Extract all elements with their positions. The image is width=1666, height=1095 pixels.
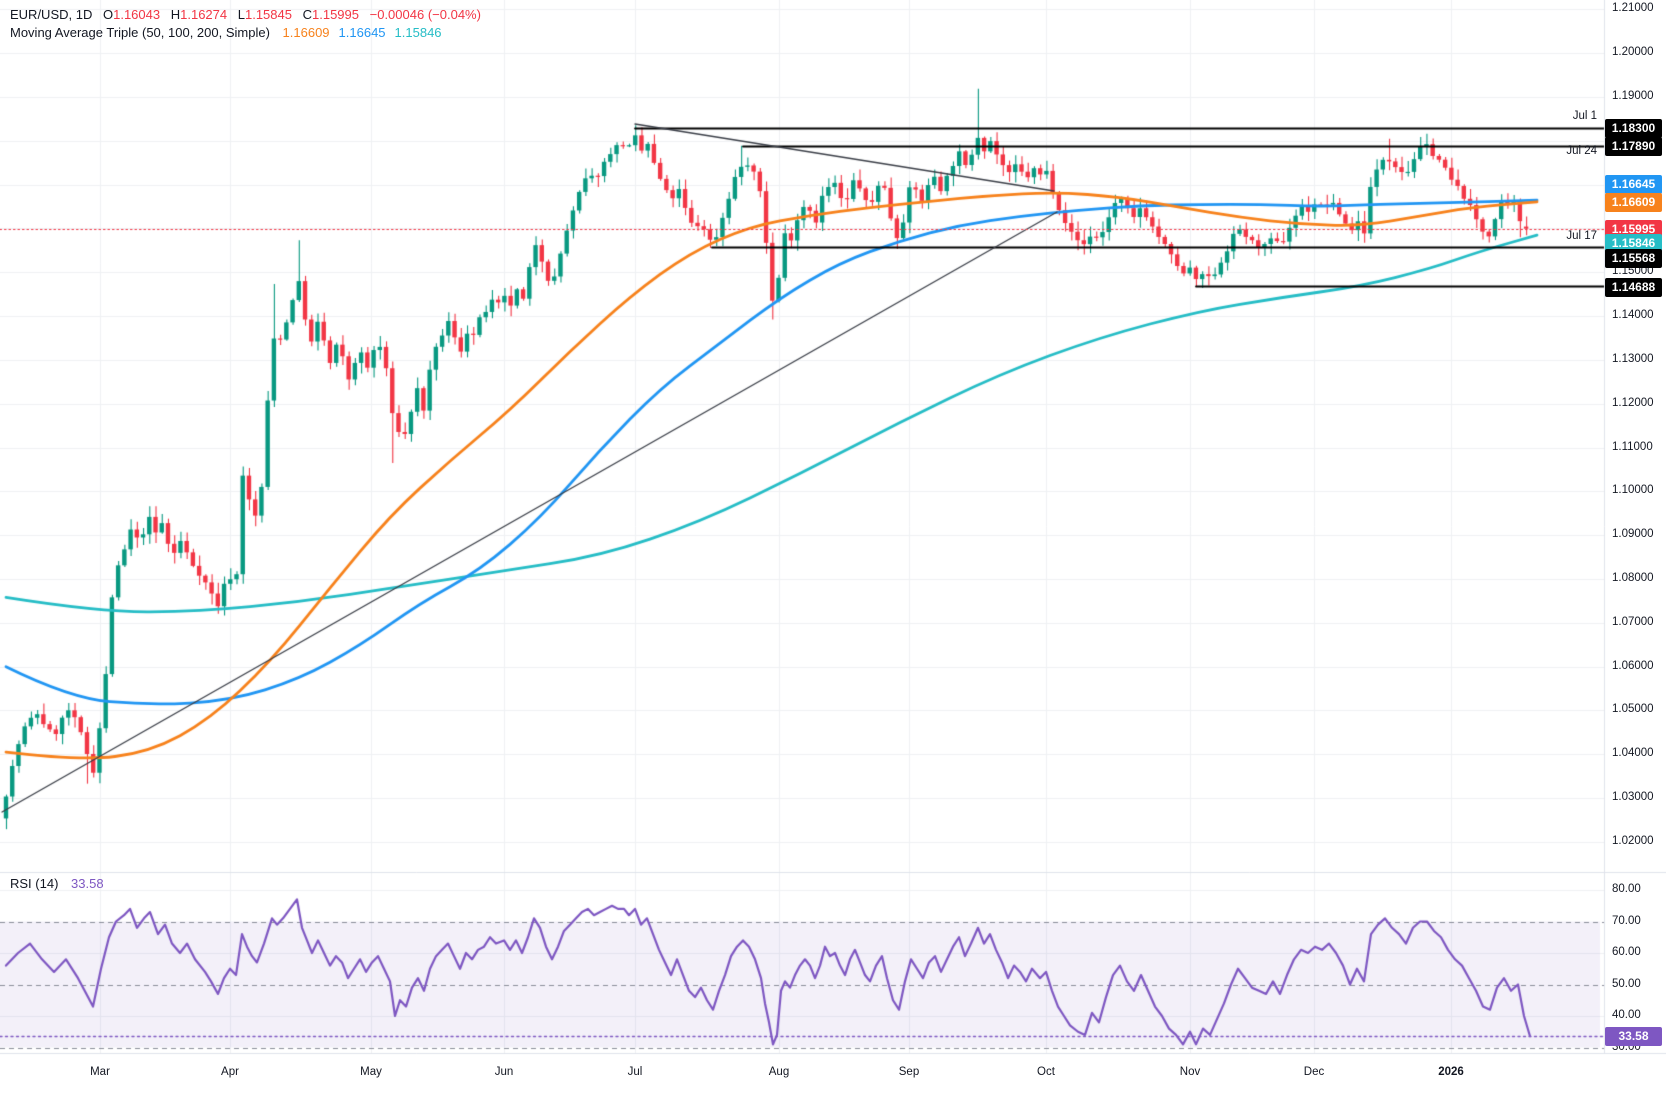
time-label: Nov <box>1179 1066 1201 1078</box>
price-badge: 1.18300 <box>1605 118 1662 138</box>
price-badge: 1.15568 <box>1605 248 1662 268</box>
date-label: Jul 24 <box>1566 145 1597 157</box>
chart-legend: EUR/USD, 1D O1.16043 H1.16274 L1.15845 C… <box>10 6 481 42</box>
price-tick-label: 1.21000 <box>1612 2 1654 15</box>
price-tick-label: 1.08000 <box>1612 572 1654 585</box>
indicator-row: Moving Average Triple (50, 100, 200, Sim… <box>10 24 481 42</box>
time-label: May <box>360 1066 382 1078</box>
high-value: 1.16274 <box>180 7 228 22</box>
low-key: L <box>237 7 245 22</box>
ma-values: 1.16609 1.16645 1.15846 <box>274 25 442 40</box>
change-value: −0.00046 (−0.04%) <box>369 7 481 22</box>
price-tick-label: 1.12000 <box>1612 396 1654 409</box>
close-value: 1.15995 <box>312 7 359 22</box>
date-label: Jul 1 <box>1572 110 1597 122</box>
rsi-tick-label: 70.00 <box>1612 914 1641 927</box>
time-label: Dec <box>1303 1066 1325 1078</box>
price-tick-label: 1.02000 <box>1612 834 1654 847</box>
low-value: 1.15845 <box>244 7 292 22</box>
close-key: C <box>302 7 312 22</box>
date-label: Jul 17 <box>1566 230 1597 242</box>
open-value: 1.16043 <box>113 7 161 22</box>
rsi-indicator-label: RSI (14) <box>10 876 59 891</box>
price-tick-label: 1.07000 <box>1612 615 1654 628</box>
time-label: Sep <box>898 1066 920 1078</box>
rsi-tick-label: 50.00 <box>1612 977 1641 990</box>
price-tick-label: 1.15000 <box>1612 265 1654 278</box>
price-tick-label: 1.11000 <box>1612 440 1653 453</box>
price-badge: 1.16645 <box>1605 174 1662 194</box>
ma-indicator-label: Moving Average Triple (50, 100, 200, Sim… <box>10 25 270 40</box>
price-tick-label: 1.10000 <box>1612 484 1654 497</box>
price-tick-label: 1.09000 <box>1612 528 1654 541</box>
symbol-title[interactable]: EUR/USD, 1D <box>10 7 93 22</box>
time-label: Jul <box>627 1066 643 1078</box>
price-tick-label: 1.14000 <box>1612 309 1654 322</box>
price-badge: 1.14688 <box>1605 277 1662 297</box>
symbol-ohlc-row: EUR/USD, 1D O1.16043 H1.16274 L1.15845 C… <box>10 6 481 24</box>
time-label: 2026 <box>1438 1066 1464 1078</box>
price-tick-label: 1.19000 <box>1612 90 1654 102</box>
rsi-tick-label: 80.00 <box>1612 883 1641 895</box>
price-tick-label: 1.04000 <box>1612 747 1654 760</box>
time-label: Mar <box>90 1066 110 1078</box>
ma-value: 1.15846 <box>394 25 442 40</box>
price-badge: 1.16609 <box>1605 192 1662 212</box>
ma-value: 1.16645 <box>338 25 386 40</box>
rsi-value: 33.58 <box>71 876 104 891</box>
price-tick-label: 1.03000 <box>1612 791 1654 804</box>
price-tick-label: 1.13000 <box>1612 352 1654 365</box>
price-badge: 1.15846 <box>1605 233 1662 253</box>
price-tick-label: 1.05000 <box>1612 703 1654 716</box>
high-key: H <box>170 7 181 22</box>
time-label: Apr <box>221 1066 239 1078</box>
rsi-badge: 33.58 <box>1605 1026 1662 1046</box>
open-key: O <box>102 7 114 22</box>
ma-value: 1.16609 <box>282 25 330 40</box>
rsi-tick-label: 40.00 <box>1612 1009 1641 1021</box>
price-tick-label: 1.06000 <box>1612 659 1654 672</box>
price-tick-label: 1.20000 <box>1612 46 1654 59</box>
rsi-tick-label: 60.00 <box>1612 946 1641 958</box>
price-badge: 1.17890 <box>1605 136 1662 156</box>
time-label: Jun <box>494 1066 514 1078</box>
time-label: Oct <box>1037 1066 1055 1078</box>
time-label: Aug <box>768 1066 790 1078</box>
rsi-legend: RSI (14) 33.58 <box>10 876 104 891</box>
